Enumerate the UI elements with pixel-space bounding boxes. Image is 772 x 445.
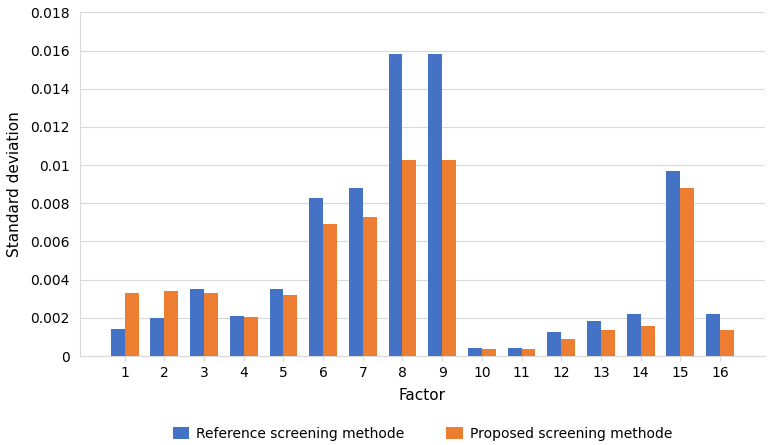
Bar <box>468 348 482 356</box>
Bar <box>666 171 680 356</box>
Bar <box>349 188 363 356</box>
Bar <box>310 198 323 356</box>
Bar <box>680 188 694 356</box>
Bar <box>601 330 615 356</box>
Bar <box>110 329 124 356</box>
Bar <box>587 321 601 356</box>
Bar <box>244 317 258 356</box>
Bar <box>230 316 244 356</box>
Bar <box>720 330 734 356</box>
Bar <box>388 54 402 356</box>
Bar <box>561 339 575 356</box>
Bar <box>190 289 204 356</box>
Y-axis label: Standard deviation: Standard deviation <box>7 111 22 257</box>
X-axis label: Factor: Factor <box>399 388 446 403</box>
Bar <box>482 349 496 356</box>
Bar <box>164 291 178 356</box>
Bar <box>442 160 456 356</box>
Bar <box>641 327 655 356</box>
Bar <box>522 349 536 356</box>
Bar <box>269 289 283 356</box>
Bar <box>323 224 337 356</box>
Bar <box>151 318 164 356</box>
Bar <box>627 314 641 356</box>
Bar <box>402 160 416 356</box>
Bar <box>363 217 377 356</box>
Bar <box>428 54 442 356</box>
Legend: Reference screening methode, Proposed screening methode: Reference screening methode, Proposed sc… <box>167 421 678 445</box>
Bar <box>508 348 522 356</box>
Bar <box>706 314 720 356</box>
Bar <box>124 293 138 356</box>
Bar <box>283 295 297 356</box>
Bar <box>204 293 218 356</box>
Bar <box>547 332 561 356</box>
